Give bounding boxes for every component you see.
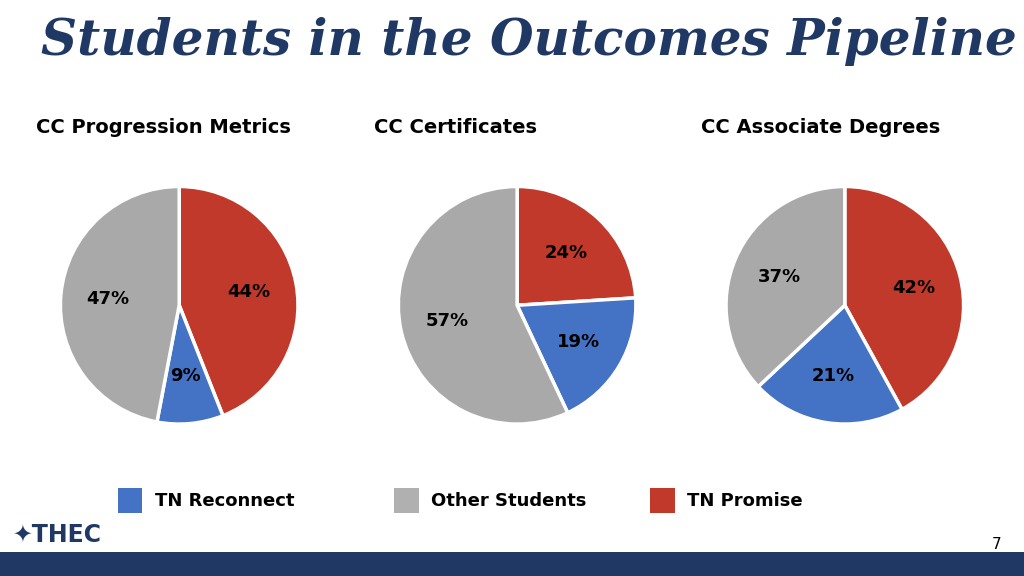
Text: 42%: 42%: [892, 279, 935, 297]
Text: TN Reconnect: TN Reconnect: [155, 491, 294, 510]
Text: CC Certificates: CC Certificates: [374, 118, 537, 137]
Wedge shape: [845, 187, 964, 410]
Wedge shape: [758, 305, 902, 424]
Wedge shape: [726, 187, 845, 386]
Wedge shape: [517, 187, 636, 305]
Text: 9%: 9%: [171, 367, 202, 385]
Text: 19%: 19%: [557, 332, 600, 351]
Text: ✦THEC: ✦THEC: [12, 522, 101, 547]
Wedge shape: [157, 305, 223, 424]
Wedge shape: [517, 298, 636, 413]
Text: 24%: 24%: [545, 244, 588, 262]
Text: CC Progression Metrics: CC Progression Metrics: [36, 118, 291, 137]
Text: 21%: 21%: [812, 367, 855, 385]
Text: Other Students: Other Students: [431, 491, 587, 510]
Text: 44%: 44%: [227, 283, 270, 301]
Text: 37%: 37%: [758, 268, 801, 286]
Text: 47%: 47%: [87, 290, 130, 308]
Wedge shape: [179, 187, 298, 416]
Text: CC Associate Degrees: CC Associate Degrees: [701, 118, 941, 137]
Text: 7: 7: [992, 537, 1001, 552]
Wedge shape: [398, 187, 567, 424]
Wedge shape: [60, 187, 179, 422]
Text: 57%: 57%: [426, 312, 469, 330]
Text: TN Promise: TN Promise: [687, 491, 803, 510]
Text: Students in the Outcomes Pipeline: Students in the Outcomes Pipeline: [41, 17, 1017, 66]
